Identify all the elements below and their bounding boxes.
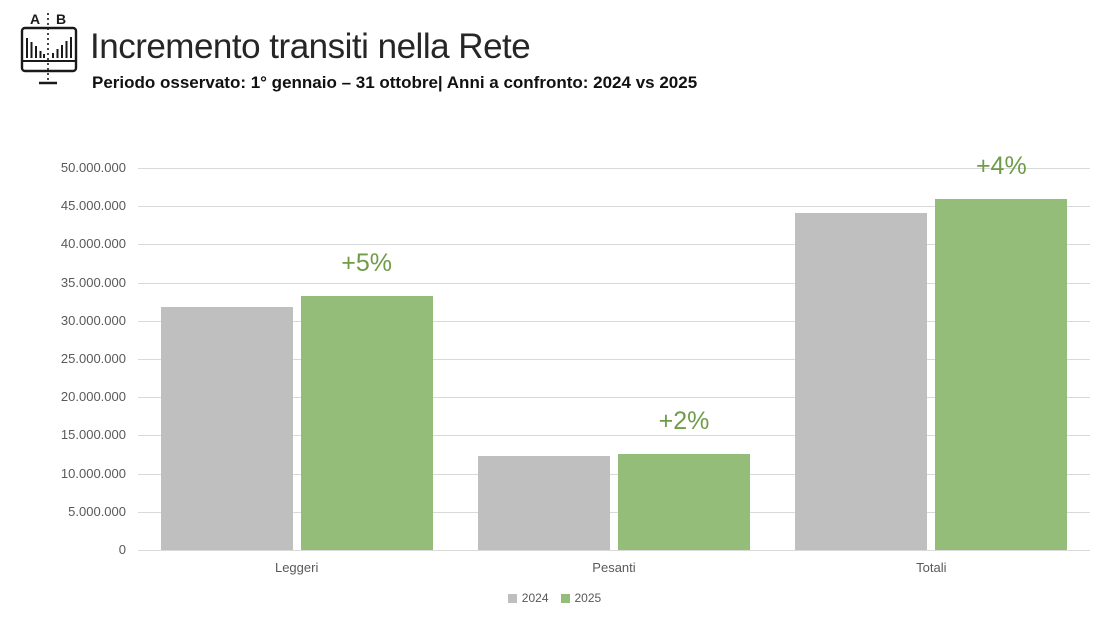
y-tick-label: 50.000.000 <box>60 160 126 175</box>
bar-group-pesanti: +2% <box>477 168 750 550</box>
y-axis-labels: 0 5.000.000 10.000.000 15.000.000 20.000.000… <box>0 160 126 557</box>
gridline <box>138 359 1090 360</box>
y-tick-label: 30.000.000 <box>60 312 126 328</box>
plot-area: +5% +2% +4% <box>138 152 1090 551</box>
icon-letter-a: A <box>30 11 40 27</box>
bar-group-totali: +4% <box>795 152 1068 550</box>
legend-label-2024: 2024 <box>521 591 549 605</box>
ab-comparison-chart-icon: A B <box>16 8 82 93</box>
gridline <box>138 244 1090 246</box>
pct-change-label-pesanti: +2% <box>658 406 710 435</box>
legend: 2024 2025 <box>0 591 1109 605</box>
pct-change-label-totali: +4% <box>975 152 1027 181</box>
icon-monitor-frame <box>20 26 78 73</box>
x-axis-labels: Leggeri Pesanti Totali <box>138 560 1090 575</box>
y-tick-label: 15.000.000 <box>60 427 126 443</box>
legend-item-2025: 2025 <box>560 591 602 605</box>
gridline <box>138 206 1090 208</box>
y-tick-label: 45.000.000 <box>60 198 126 214</box>
y-tick-label: 10.000.000 <box>60 465 126 481</box>
gridline <box>138 282 1090 284</box>
bar-2025-pesanti <box>617 453 750 550</box>
bar-2025-leggeri <box>300 295 433 550</box>
gridline <box>138 320 1090 322</box>
y-tick-label: 5.000.000 <box>68 503 126 519</box>
gridline <box>138 550 1090 551</box>
y-tick-label: 20.000.000 <box>60 389 126 405</box>
legend-label-2025: 2025 <box>574 591 602 605</box>
bar-2024-pesanti <box>477 455 610 550</box>
bar-groups: +5% +2% +4% <box>138 152 1090 550</box>
bar-2024-leggeri <box>160 307 293 550</box>
pct-change-label-leggeri: +5% <box>341 248 393 277</box>
bar-2025-totali <box>935 199 1068 550</box>
x-category-label-leggeri: Leggeri <box>274 560 319 575</box>
page-title: Incremento transiti nella Rete <box>90 27 531 66</box>
legend-item-2024: 2024 <box>507 591 549 605</box>
icon-letter-b: B <box>56 11 66 27</box>
gridline <box>138 435 1090 437</box>
y-tick-label: 0 <box>118 542 126 557</box>
bar-2024-totali <box>795 212 928 550</box>
legend-swatch-2025 <box>560 593 570 603</box>
gridline <box>138 473 1090 475</box>
gridline <box>138 168 1090 169</box>
y-tick-label: 25.000.000 <box>60 351 126 366</box>
gridline <box>138 397 1090 399</box>
x-category-label-pesanti: Pesanti <box>592 560 636 575</box>
bar-group-leggeri: +5% <box>160 168 433 550</box>
y-tick-label: 40.000.000 <box>60 236 126 252</box>
y-tick-label: 35.000.000 <box>60 274 126 290</box>
gridline <box>138 511 1090 513</box>
page-subtitle: Periodo osservato: 1° gennaio – 31 ottob… <box>92 73 698 92</box>
chart-header: Incremento transiti nella Rete Periodo o… <box>90 26 697 93</box>
x-category-label-totali: Totali <box>916 560 947 575</box>
legend-swatch-2024 <box>507 593 517 603</box>
